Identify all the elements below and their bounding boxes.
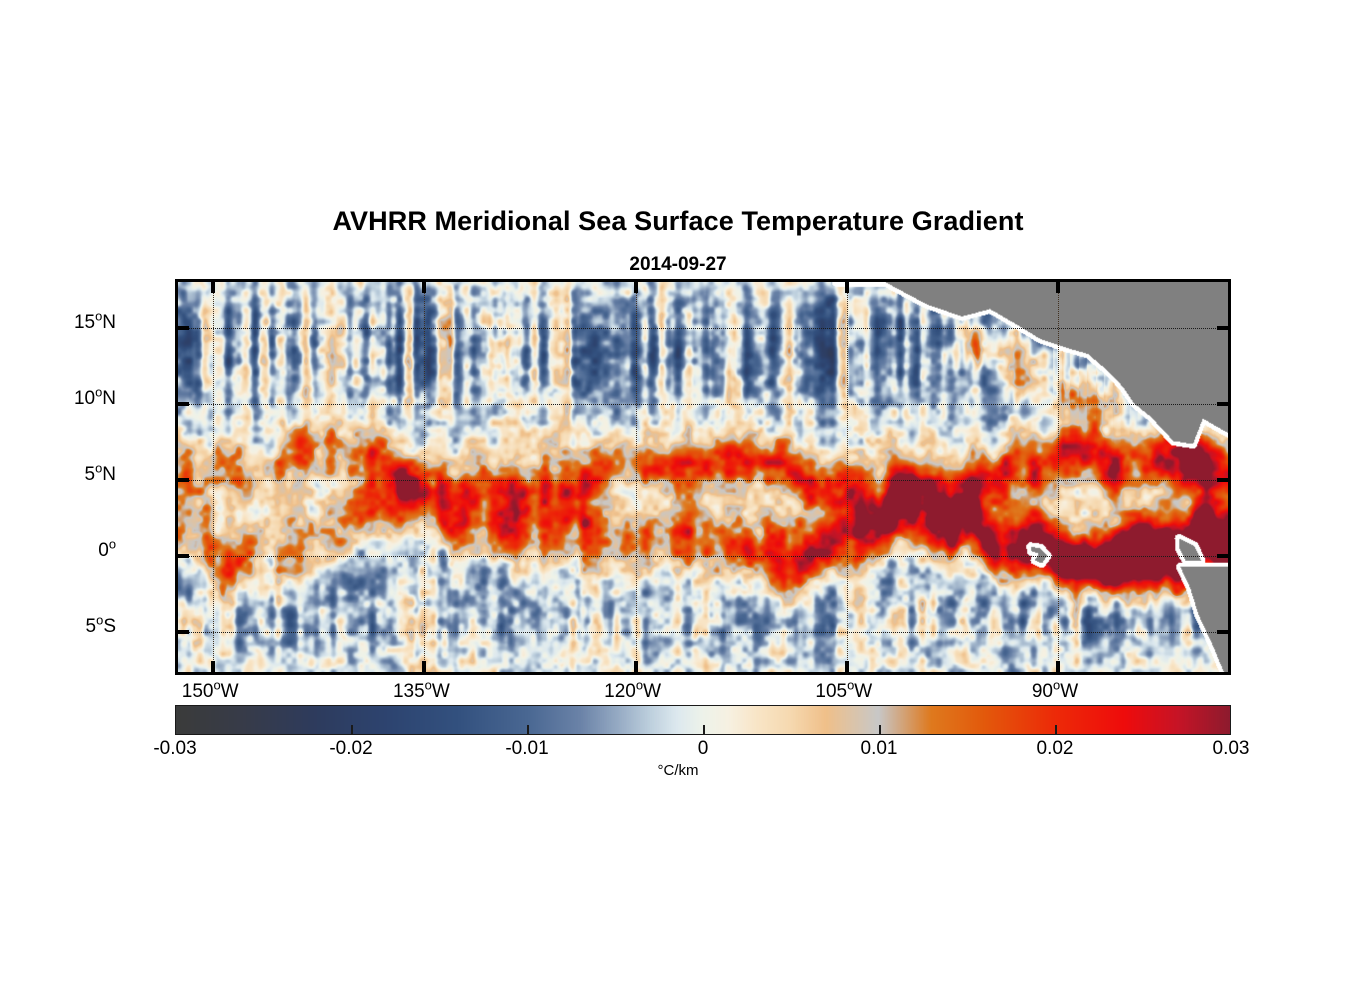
- colorbar-tick-label: -0.02: [329, 738, 373, 759]
- grid-overlay: [178, 282, 1228, 672]
- x-axis-tick: [1056, 661, 1060, 672]
- x-axis-tick: [1056, 282, 1060, 293]
- colorbar-tick-label: 0.01: [860, 738, 898, 759]
- y-axis-tick: [1217, 325, 1228, 330]
- gridline-lat: [178, 556, 1228, 558]
- gridline-lon: [424, 282, 426, 672]
- colorbar-tick: [1055, 725, 1057, 734]
- colorbar-tick-label: 0.02: [1036, 738, 1074, 759]
- y-axis-tick-label: 5oS: [85, 612, 116, 638]
- map-axes[interactable]: [175, 279, 1231, 675]
- colorbar-unit-label: °C/km: [657, 762, 699, 779]
- y-axis-tick: [1217, 630, 1228, 635]
- x-axis-tick: [633, 282, 638, 293]
- gridline-lon: [1058, 282, 1059, 672]
- y-axis-tick: [1217, 401, 1228, 406]
- colorbar-tick: [351, 725, 353, 734]
- colorbar-gradient: [175, 705, 1231, 735]
- y-axis-tick: [178, 630, 189, 635]
- colorbar-tick: [879, 725, 881, 734]
- x-axis-tick-label: 90oW: [1031, 677, 1079, 702]
- gridline-lat: [178, 480, 1228, 481]
- x-axis-tick: [422, 282, 427, 293]
- y-axis-tick-label: 5oN: [84, 460, 117, 485]
- colorbar-tick-label: 0.03: [1212, 738, 1250, 759]
- colorbar[interactable]: [175, 705, 1231, 735]
- gridline-lat: [178, 327, 1228, 329]
- figure-subtitle: 2014-09-27: [629, 254, 727, 275]
- y-axis-tick: [178, 554, 189, 559]
- y-axis-tick: [178, 401, 189, 406]
- colorbar-tick-label: 0: [697, 738, 709, 759]
- colorbar-tick-label: -0.01: [505, 738, 549, 759]
- x-axis-tick: [844, 282, 849, 293]
- y-axis-tick-label: 15oN: [73, 308, 116, 333]
- x-axis-tick-label: 105oW: [815, 677, 873, 702]
- y-axis-tick-label: 10oN: [73, 384, 116, 409]
- y-axis-tick: [178, 325, 189, 330]
- x-axis-tick: [211, 282, 216, 293]
- gridline-lon: [846, 282, 848, 672]
- colorbar-tick: [703, 725, 705, 734]
- gridline-lat: [178, 632, 1228, 634]
- x-axis-tick: [844, 661, 849, 672]
- x-axis-tick-label: 150oW: [181, 677, 239, 702]
- y-axis-tick: [1217, 554, 1228, 559]
- gridline-lat: [178, 403, 1228, 405]
- y-axis-tick-label: 0o: [98, 536, 116, 562]
- figure-title: AVHRR Meridional Sea Surface Temperature…: [332, 206, 1024, 236]
- x-axis-tick-label: 120oW: [604, 677, 661, 702]
- gridline-lon: [635, 282, 637, 672]
- x-axis-tick-label: 135oW: [392, 677, 450, 702]
- colorbar-tick-label: -0.03: [153, 738, 197, 759]
- colorbar-tick: [527, 725, 529, 734]
- y-axis-tick: [1217, 478, 1228, 482]
- x-axis-tick: [422, 661, 427, 672]
- x-axis-tick: [633, 661, 638, 672]
- y-axis-tick: [178, 478, 189, 482]
- x-axis-tick: [211, 661, 216, 672]
- gridline-lon: [213, 282, 215, 672]
- sst-gradient-heatmap: [178, 282, 1228, 672]
